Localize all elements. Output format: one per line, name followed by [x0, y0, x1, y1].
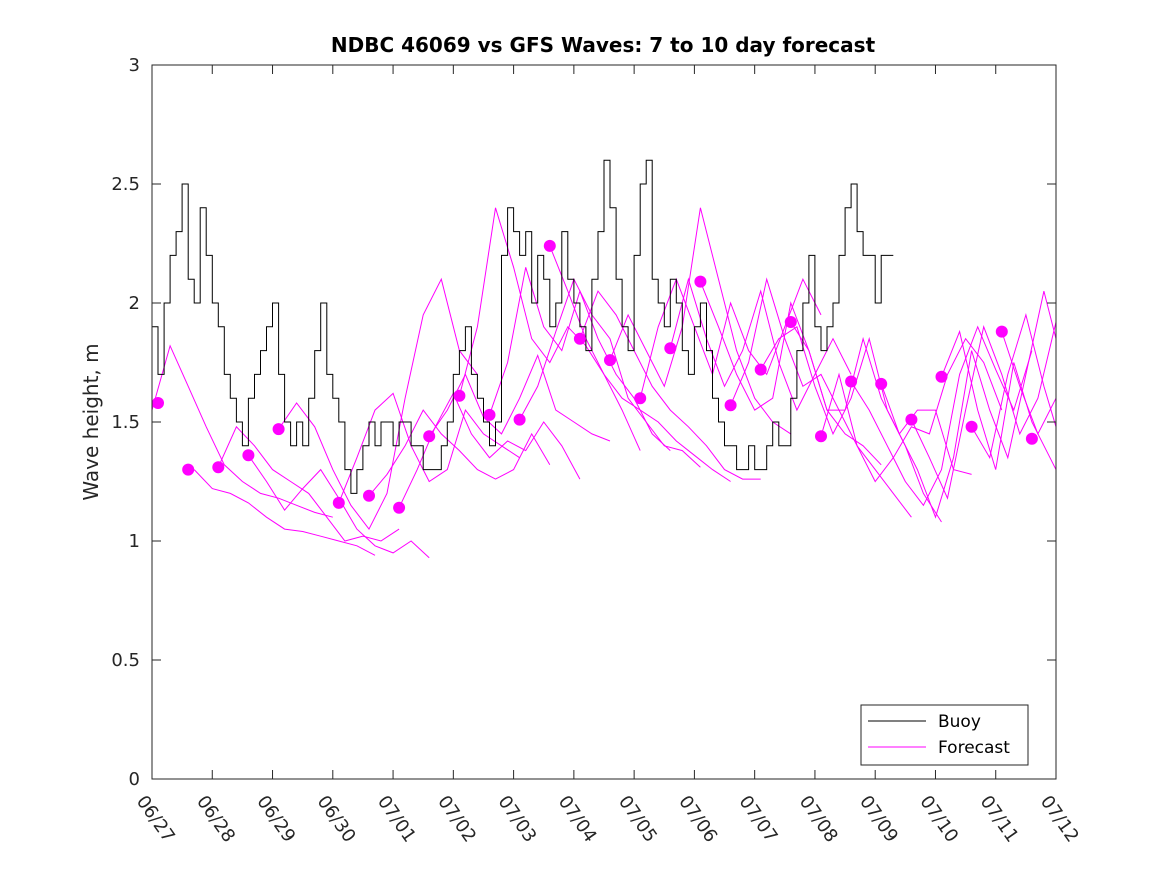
- x-tick-label: 07/12: [1036, 792, 1083, 847]
- chart-title: NDBC 46069 vs GFS Waves: 7 to 10 day for…: [331, 33, 876, 57]
- forecast-point: [363, 489, 375, 502]
- forecast-point: [242, 449, 255, 462]
- x-tick-label: 06/29: [252, 792, 299, 847]
- forecast-line-25: [910, 321, 1057, 500]
- forecast-point: [423, 430, 436, 443]
- forecast-line-27: [971, 313, 1057, 460]
- y-tick-label: 0.5: [111, 650, 140, 671]
- forecast-line-21: [790, 321, 972, 475]
- forecast-line-19: [730, 277, 912, 518]
- y-tick-label: 2.5: [111, 174, 140, 195]
- forecast-line-23: [850, 325, 1033, 507]
- forecast-point: [845, 375, 858, 388]
- forecast-point: [905, 413, 918, 426]
- forecast-line-2: [193, 469, 376, 556]
- x-tick-label: 06/30: [313, 792, 360, 847]
- x-tick-label: 07/09: [855, 792, 902, 847]
- x-tick-label: 07/02: [433, 792, 480, 847]
- forecast-point: [453, 389, 466, 402]
- forecast-point: [272, 423, 285, 436]
- forecast-line-9: [428, 353, 611, 442]
- forecast-line-26: [941, 329, 1057, 470]
- forecast-point: [724, 399, 737, 412]
- x-tick-label: 07/08: [795, 792, 842, 847]
- y-tick-label: 3: [129, 55, 140, 76]
- y-tick-label: 1.5: [111, 412, 140, 433]
- forecast-line-28: [1001, 331, 1057, 436]
- forecast-point: [332, 496, 345, 509]
- forecast-point: [513, 413, 526, 426]
- forecast-point: [995, 325, 1008, 338]
- x-tick-label: 07/03: [494, 792, 541, 847]
- y-tick-label: 0: [129, 769, 140, 790]
- legend-forecast-label: Forecast: [938, 738, 1010, 758]
- y-tick-label: 1: [129, 531, 140, 552]
- forecast-point: [815, 430, 827, 443]
- x-tick-label: 07/01: [373, 792, 420, 847]
- forecast-point: [664, 342, 677, 355]
- forecast-point: [935, 370, 948, 383]
- x-tick-label: 06/28: [192, 792, 239, 847]
- forecast-line-24: [880, 290, 1057, 519]
- forecast-point: [212, 461, 225, 474]
- forecast-point: [784, 316, 797, 328]
- forecast-point: [604, 354, 616, 367]
- x-tick-label: 07/04: [554, 792, 601, 847]
- legend-box: [860, 704, 1029, 766]
- forecast-point: [1025, 432, 1038, 445]
- y-tick-label: 2: [129, 293, 140, 314]
- forecast-point: [754, 363, 767, 376]
- forecast-point: [393, 501, 406, 514]
- legend: Buoy Forecast: [860, 704, 1029, 766]
- y-axis: 0 0.5 1 1.5 2 2.5 3: [111, 55, 1056, 790]
- series-layer: [151, 159, 1057, 559]
- forecast-point: [543, 239, 556, 252]
- forecast-line-10: [458, 207, 641, 451]
- forecast-line-12: [519, 277, 701, 468]
- forecast-line-20: [760, 326, 942, 523]
- forecast-point: [483, 408, 496, 421]
- forecast-line-7: [368, 409, 551, 497]
- forecast-line-14: [579, 290, 761, 480]
- x-tick-label: 06/27: [132, 792, 179, 847]
- y-axis-label: Wave height, m: [79, 343, 103, 500]
- x-tick-label: 07/10: [915, 792, 962, 847]
- x-tick-label: 07/07: [735, 792, 782, 847]
- forecast-line-18: [699, 281, 882, 466]
- forecast-line-22: [820, 337, 1003, 483]
- forecast-point: [965, 420, 978, 433]
- forecast-line-5: [278, 277, 478, 531]
- buoy-line: [152, 159, 894, 494]
- forecast-point: [152, 397, 164, 409]
- forecast-line-1: [151, 344, 333, 518]
- legend-buoy-label: Buoy: [938, 712, 981, 732]
- forecast-point: [182, 463, 195, 476]
- x-tick-label: 07/05: [614, 792, 661, 847]
- forecast-point: [573, 332, 586, 345]
- forecast-point: [875, 377, 888, 390]
- x-tick-label: 07/06: [674, 792, 721, 847]
- forecast-point: [634, 392, 647, 405]
- forecast-point: [694, 275, 707, 288]
- x-tick-label: 07/11: [976, 792, 1023, 847]
